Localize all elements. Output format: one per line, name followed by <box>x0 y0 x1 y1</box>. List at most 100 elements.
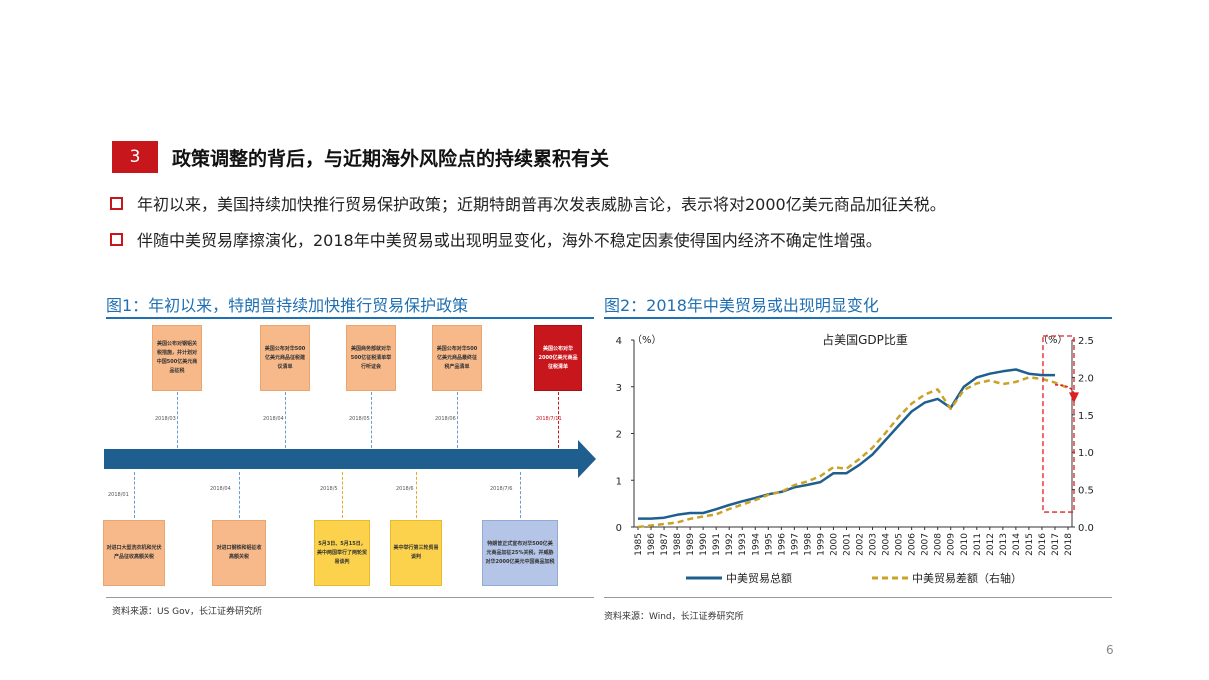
timeline-connector <box>342 472 343 518</box>
left-axis-tick-label: 1 <box>616 476 622 487</box>
right-axis-tick-label: 1.5 <box>1078 411 1094 422</box>
section-number: 3 <box>112 141 158 173</box>
bullet-item: 伴随中美贸易摩擦演化，2018年中美贸易或出现明显变化，海外不稳定因素使得国内经… <box>110 227 882 251</box>
timeline-bottom-date: 2018/01 <box>108 492 129 498</box>
timeline-bottom-event: 对进口钢铁和铝征收高额关税 <box>212 520 266 586</box>
bullet-text: 年初以来，美国持续加快推行贸易保护政策；近期特朗普再次发表威胁言论，表示将对20… <box>137 195 946 214</box>
x-axis-tick-label: 2010 <box>960 533 970 556</box>
timeline-connector <box>177 392 178 448</box>
left-axis-tick-label: 3 <box>616 383 622 394</box>
x-axis-tick-label: 1997 <box>790 533 800 556</box>
figure1-title: 图1：年初以来，特朗普持续加快推行贸易保护政策 <box>106 296 469 315</box>
x-axis-tick-label: 1995 <box>764 533 774 556</box>
x-axis-tick-label: 2004 <box>882 533 892 556</box>
timeline-bottom-event: 特朗普正式宣布对华500亿美元商品加征25%关税，并威胁对华2000亿美元中国商… <box>482 520 558 586</box>
x-axis-tick-label: 2002 <box>856 533 866 556</box>
x-axis-tick-label: 2014 <box>1012 533 1022 556</box>
right-axis-tick-label: 2.0 <box>1078 373 1094 384</box>
legend-balance-label: 中美贸易差额（右轴） <box>912 571 1022 585</box>
chart-series <box>637 335 1079 529</box>
left-axis-tick-label: 2 <box>616 430 622 441</box>
x-axis-tick-label: 2005 <box>895 533 905 556</box>
x-axis-tick-label: 2017 <box>1051 533 1061 556</box>
timeline-top-date: 2018/7/11 <box>536 416 562 422</box>
timeline-connector <box>371 392 372 448</box>
chart-title: 占美国GDP比重 <box>822 332 908 347</box>
x-axis-tick-label: 1985 <box>634 533 644 556</box>
chart-legend: 中美贸易总额 中美贸易差额（右轴） <box>686 571 1022 585</box>
page-number: 6 <box>1106 643 1114 657</box>
right-axis-tick-label: 0.5 <box>1078 486 1094 497</box>
timeline-bottom-event: 对进口大型洗衣机和光伏产品征收高额关税 <box>103 520 165 586</box>
right-axis-tick-label: 1.0 <box>1078 448 1094 459</box>
x-axis-tick-label: 2011 <box>973 533 983 556</box>
highlight-box <box>1042 335 1075 513</box>
timeline-connector <box>416 472 417 518</box>
timeline-connector <box>457 392 458 448</box>
timeline-connector <box>239 472 240 518</box>
x-axis-tick-label: 2013 <box>999 533 1009 556</box>
timeline-bottom-date: 2018/04 <box>210 486 231 492</box>
timeline-top-date: 2018/05 <box>349 416 370 422</box>
trade-balance-line <box>637 376 1069 529</box>
x-axis-tick-label: 2012 <box>986 533 996 556</box>
x-axis-tick-label: 1986 <box>647 533 657 556</box>
x-axis-tick-label: 1989 <box>686 533 696 556</box>
figure2-bottom-rule <box>604 597 1112 598</box>
trade-total-line <box>638 368 1055 520</box>
x-axis-tick-label: 1991 <box>712 533 722 556</box>
x-axis-tick-label: 1987 <box>660 533 670 556</box>
x-axis-tick-label: 1998 <box>803 533 813 556</box>
timeline-top-date: 2018/06 <box>435 416 456 422</box>
timeline-connector <box>558 392 559 448</box>
x-axis-tick-label: 1992 <box>725 533 735 556</box>
bullet-square-icon <box>110 232 123 246</box>
x-axis-tick-label: 1996 <box>777 533 787 556</box>
timeline-bottom-date: 2018/5 <box>320 486 338 492</box>
timeline-bottom-date: 2018/7/6 <box>490 486 513 492</box>
timeline-arrow <box>104 440 596 478</box>
bullet-item: 年初以来，美国持续加快推行贸易保护政策；近期特朗普再次发表威胁言论，表示将对20… <box>110 191 946 215</box>
timeline-bottom-event: 美中举行第三轮贸易谈判 <box>390 520 442 586</box>
right-axis-tick-label: 0.0 <box>1078 523 1094 534</box>
x-axis-tick-label: 1999 <box>816 533 826 556</box>
timeline-connector <box>520 472 521 518</box>
x-axis-tick-label: 1993 <box>738 533 748 556</box>
timeline-top-event: 美国公布对钢铝关税措施，并计划对中国500亿美元商品征税 <box>152 325 202 391</box>
timeline-top-event: 美国商务部就对华500亿征税清单举行听证会 <box>346 325 396 391</box>
x-axis-tick-label: 1994 <box>751 533 761 556</box>
timeline-connector <box>285 392 286 448</box>
timeline-bottom-event: 5月3日、5月15日，美中两国举行了两轮贸易谈判 <box>314 520 370 586</box>
policy-timeline: 美国公布对钢铝关税措施，并计划对中国500亿美元商品征税 2018/03 美国公布对… <box>100 320 600 595</box>
timeline-top-date: 2018/04 <box>263 416 284 422</box>
right-axis-unit: （%） <box>1038 334 1068 346</box>
legend-total-label: 中美贸易总额 <box>726 571 792 585</box>
figure1-source: 资料来源：US Gov，长江证券研究所 <box>112 607 262 617</box>
figure2-source: 资料来源：Wind，长江证券研究所 <box>604 612 744 622</box>
timeline-top-date: 2018/03 <box>155 416 176 422</box>
figure1-title-rule <box>106 317 594 319</box>
x-axis-tick-label: 2015 <box>1025 533 1035 556</box>
timeline-top-event: 美国公布对华500亿美元商品征税建议清单 <box>260 325 310 391</box>
left-axis-tick-label: 0 <box>616 523 622 534</box>
figure2-title: 图2：2018年中美贸易或出现明显变化 <box>604 296 879 315</box>
x-axis-tick-label: 2016 <box>1038 533 1048 556</box>
trade-gdp-chart: 占美国GDP比重 （%） （%） 0 1 2 3 4 0.0 0.5 1.0 1.5 2.0 2.5… <box>616 332 1094 585</box>
x-axis-tick-label: 2003 <box>869 533 879 556</box>
section-title: 政策调整的背后，与近期海外风险点的持续累积有关 <box>172 148 610 170</box>
x-axis-tick-label: 2018 <box>1064 533 1074 556</box>
x-axis-tick-label: 2000 <box>829 533 839 556</box>
right-axis-tick-label: 2.5 <box>1078 336 1094 347</box>
x-axis-tick-label: 2001 <box>842 533 852 556</box>
timeline-top-event: 美国公布对华500亿美元商品最终征税产品清单 <box>432 325 482 391</box>
x-axis-tick-label: 1990 <box>699 533 709 556</box>
x-axis-tick-label: 2006 <box>908 533 918 556</box>
timeline-top-event: 美国公布对华2000亿美元商品征税清单 <box>534 325 582 391</box>
left-axis-unit: （%） <box>632 334 662 346</box>
bullet-text: 伴随中美贸易摩擦演化，2018年中美贸易或出现明显变化，海外不稳定因素使得国内经… <box>137 231 882 250</box>
figure1-bottom-rule <box>106 597 594 598</box>
highlight-arrow-head <box>1069 392 1079 403</box>
timeline-connector <box>134 472 135 518</box>
x-axis-tick-label: 2007 <box>921 533 931 556</box>
